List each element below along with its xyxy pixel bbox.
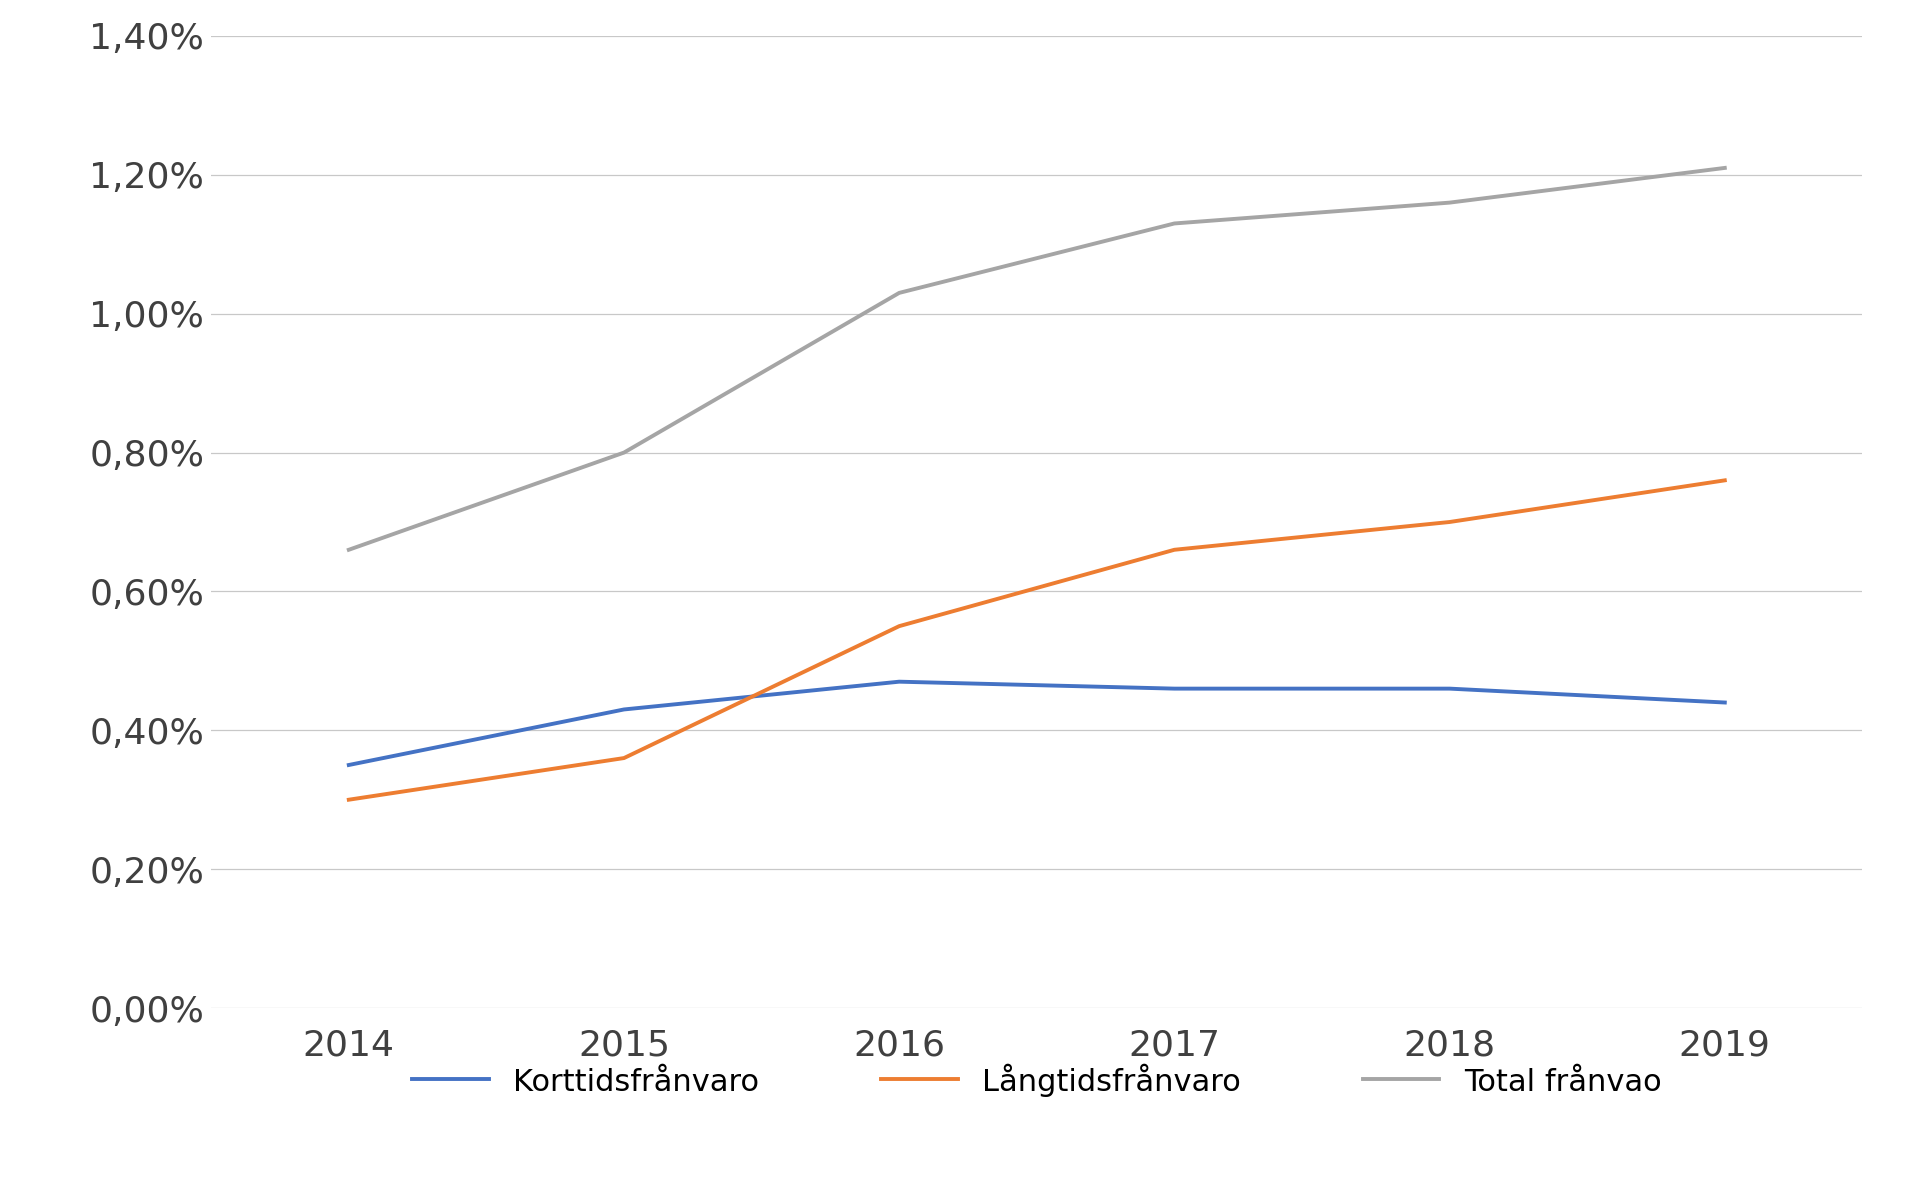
Långtidsfrånvaro: [338, 792, 361, 806]
Line: Långtidsfrånvaro: Långtidsfrånvaro: [349, 480, 1724, 799]
Långtidsfrånvaro: [1438, 515, 1461, 529]
Total frånvao: [887, 286, 910, 300]
Total frånvao: [1713, 161, 1736, 175]
Korttidsfrånvaro: [338, 758, 361, 773]
Korttidsfrånvaro: [1164, 682, 1187, 696]
Total frånvao: [1164, 216, 1187, 230]
Långtidsfrånvaro: [612, 751, 636, 766]
Korttidsfrånvaro: [887, 674, 910, 689]
Total frånvao: [1438, 196, 1461, 210]
Korttidsfrånvaro: [612, 702, 636, 716]
Långtidsfrånvaro: [1164, 542, 1187, 557]
Långtidsfrånvaro: [887, 619, 910, 634]
Långtidsfrånvaro: [1713, 473, 1736, 487]
Line: Korttidsfrånvaro: Korttidsfrånvaro: [349, 682, 1724, 766]
Line: Total frånvao: Total frånvao: [349, 168, 1724, 550]
Korttidsfrånvaro: [1713, 695, 1736, 709]
Total frånvao: [338, 542, 361, 557]
Legend: Korttidsfrånvaro, Långtidsfrånvaro, Total frånvao: Korttidsfrånvaro, Långtidsfrånvaro, Tota…: [399, 1051, 1674, 1109]
Korttidsfrånvaro: [1438, 682, 1461, 696]
Total frånvao: [612, 445, 636, 460]
